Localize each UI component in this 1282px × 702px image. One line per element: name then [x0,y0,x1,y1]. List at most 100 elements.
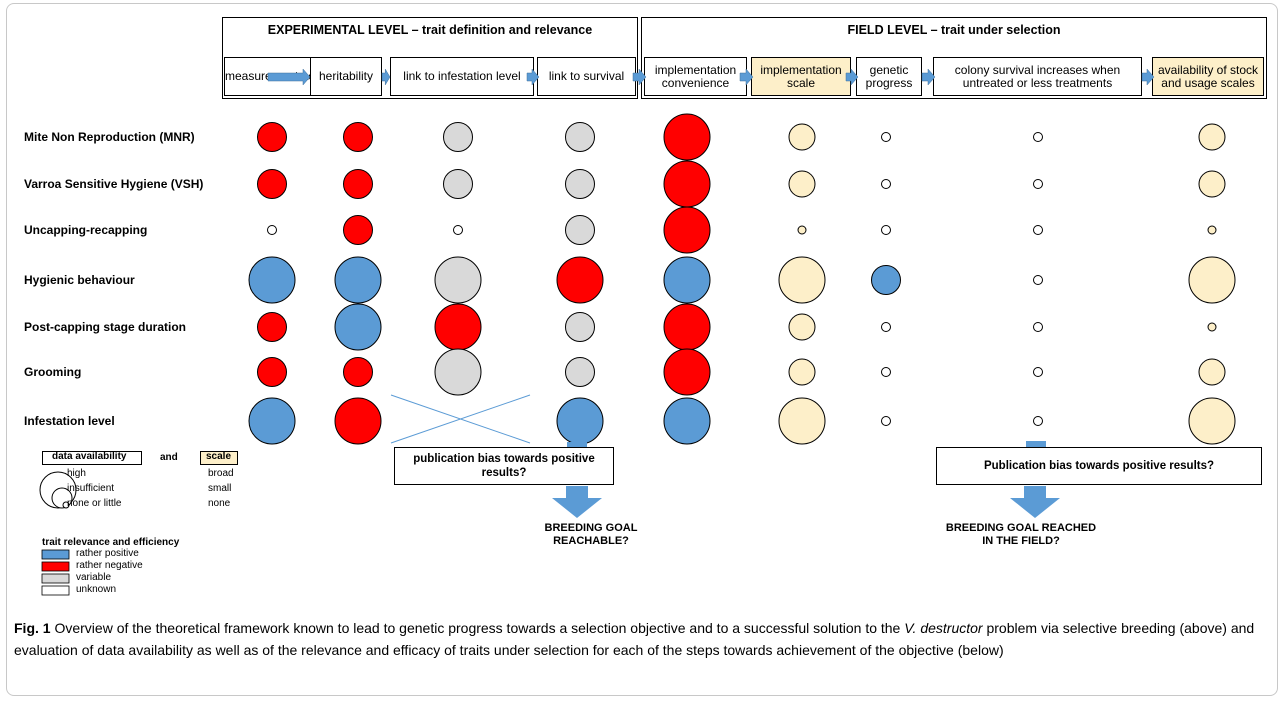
caption-fig-label: Fig. 1 [14,620,51,636]
legend-relevance-label-2: rather negative [76,560,143,571]
trait-circle-r4-c9 [1188,256,1236,304]
trait-circle-r1-c1 [257,122,287,152]
trait-circle-r4-c1 [248,256,296,304]
legend-level-insufficient: insufficient [67,483,115,494]
figure-frame [6,3,1278,696]
step-box-4: link to survival [537,57,636,96]
caption-text-1: Overview of the theoretical framework kn… [54,620,901,636]
step-box-9: availability of stock and usage scales [1152,57,1264,96]
trait-circle-r2-c2 [343,169,373,199]
right-goal-arrow [1010,486,1060,518]
left-arrow-stem-top [567,442,587,448]
legend-circle-small [62,501,70,509]
trait-circle-r1-c6 [788,123,816,151]
trait-circle-r2-c6 [788,170,816,198]
step-arrow-6 [845,68,859,86]
caption-italic: V. destructor [904,620,983,636]
step-arrow-5 [739,68,754,86]
step-arrow-3 [526,68,540,86]
breeding-goal-reachable: BREEDING GOAL REACHABLE? [544,522,638,547]
trait-circle-r5-c9 [1207,322,1217,332]
trait-circle-r1-c8 [1033,132,1043,142]
trait-circle-r2-c8 [1033,179,1043,189]
trait-circle-r3-c4 [565,215,595,245]
trait-circle-r4-c3 [434,256,482,304]
step-arrow-7 [921,68,936,86]
trait-circle-r2-c9 [1198,170,1226,198]
trait-label-3: Uncapping-recapping [24,223,148,237]
trait-circle-r5-c5 [663,303,711,351]
legend-swatch-1 [41,549,70,560]
step-box-6: implementation scale [751,57,851,96]
trait-circle-r4-c2 [334,256,382,304]
step-arrow-2 [381,68,391,86]
legend-scale-small: small [208,483,232,494]
trait-circle-r3-c6 [797,225,807,235]
legend-scale: scale [206,451,232,462]
trait-circle-r7-c2 [334,397,382,445]
experimental-level-header: EXPERIMENTAL LEVEL – trait definition an… [267,23,593,37]
trait-circle-r4-c4 [556,256,604,304]
legend-level-none: none or little [67,498,122,509]
trait-circle-r5-c3 [434,303,482,351]
trait-circle-r2-c3 [443,169,473,199]
legend-relevance-title: trait relevance and efficiency [42,537,180,548]
trait-circle-r2-c7 [881,179,891,189]
step-box-3: link to infestation level [390,57,534,96]
trait-circle-r7-c7 [881,416,891,426]
trait-circle-r4-c7 [871,265,901,295]
trait-circle-r6-c8 [1033,367,1043,377]
trait-circle-r4-c5 [663,256,711,304]
trait-circle-r7-c9 [1188,397,1236,445]
trait-label-4: Hygienic behaviour [24,273,135,287]
trait-circle-r5-c7 [881,322,891,332]
trait-label-2: Varroa Sensitive Hygiene (VSH) [24,177,204,191]
trait-circle-r7-c5 [663,397,711,445]
trait-circle-r2-c4 [565,169,595,199]
trait-circle-r3-c5 [663,206,711,254]
trait-circle-r5-c2 [334,303,382,351]
trait-circle-r4-c8 [1033,275,1043,285]
trait-circle-r3-c2 [343,215,373,245]
trait-circle-r7-c6 [778,397,826,445]
trait-circle-r1-c5 [663,113,711,161]
trait-label-6: Grooming [24,365,82,379]
trait-circle-r3-c7 [881,225,891,235]
field-level-header: FIELD LEVEL – trait under selection [847,23,1061,37]
caption-text-2: problem via selective breeding (above) a… [14,620,1255,658]
legend-scale-box [200,451,238,465]
trait-circle-r6-c6 [788,358,816,386]
trait-circle-r6-c3 [434,348,482,396]
legend-and: and [160,452,178,463]
trait-circle-r3-c9 [1207,225,1217,235]
trait-circle-r1-c7 [881,132,891,142]
trait-circle-r1-c9 [1198,123,1226,151]
trait-circle-r6-c7 [881,367,891,377]
trait-circle-r5-c4 [565,312,595,342]
trait-circle-r5-c6 [788,313,816,341]
trait-circle-r3-c8 [1033,225,1043,235]
trait-circle-r5-c1 [257,312,287,342]
trait-circle-r6-c1 [257,357,287,387]
publication-bias-box-left: publication bias towards positive result… [394,447,614,485]
trait-circle-r7-c8 [1033,416,1043,426]
step-box-7: genetic progress [856,57,922,96]
step-box-2: heritability [310,57,382,96]
step-arrow-1 [267,68,311,86]
trait-circle-r6-c5 [663,348,711,396]
legend-swatch-2 [41,561,70,572]
trait-circle-r2-c5 [663,160,711,208]
legend-swatch-3 [41,573,70,584]
trait-circle-r3-c1 [267,225,277,235]
trait-label-7: Infestation level [24,414,115,428]
legend-swatch-4 [41,585,70,596]
legend-data-availability: data availability [52,451,127,462]
legend-relevance-label-4: unknown [76,584,117,595]
trait-circle-r3-c3 [453,225,463,235]
trait-circle-r4-c6 [778,256,826,304]
trait-circle-r7-c4 [556,397,604,445]
trait-label-1: Mite Non Reproduction (MNR) [24,130,195,144]
step-arrow-4 [632,68,647,86]
trait-circle-r7-c1 [248,397,296,445]
legend-relevance-label-3: variable [76,572,112,583]
